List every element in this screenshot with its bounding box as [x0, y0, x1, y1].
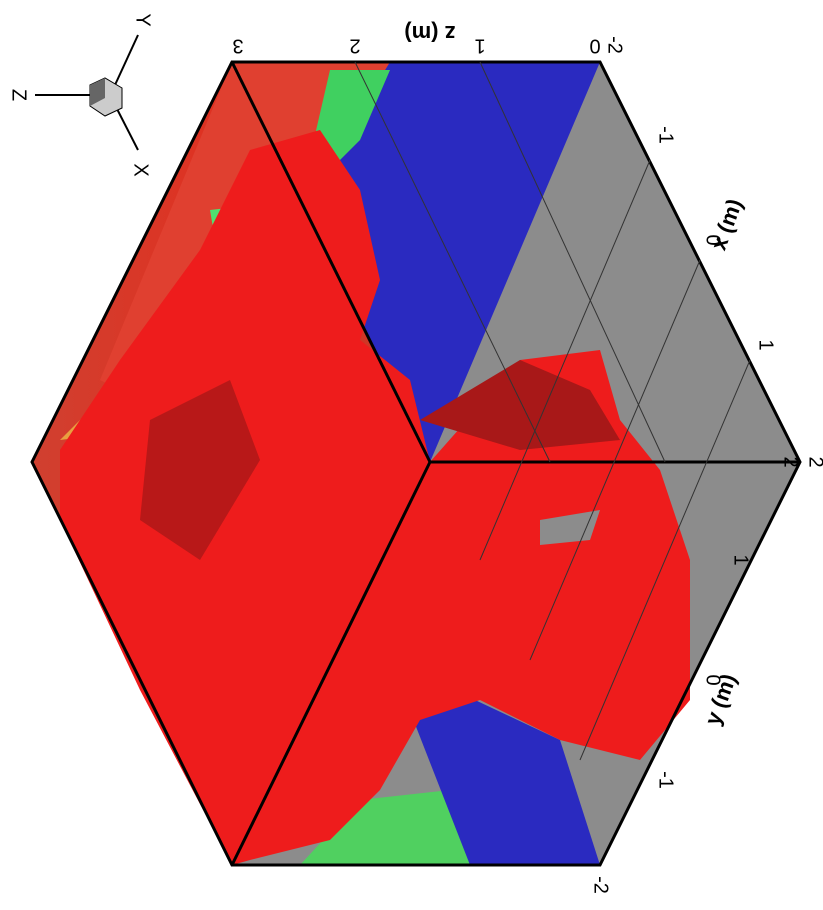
z-tick-label: 1: [474, 35, 485, 57]
x-tick-label: 2: [805, 456, 823, 467]
y-tick-label: -1: [655, 771, 677, 789]
z-tick-label: 3: [232, 35, 243, 57]
x-tick-label: -1: [655, 126, 677, 144]
y-tick-label: -2: [590, 876, 612, 894]
triad-label: X: [130, 163, 152, 176]
triad-label: Y: [132, 13, 154, 26]
triad-axis: [115, 35, 138, 85]
y-tick-label: 1: [730, 554, 752, 565]
y-tick-label: 0: [702, 674, 724, 685]
y-tick-label: 2: [780, 456, 802, 467]
x-tick-label: -2: [604, 36, 626, 54]
triad: X Y Z: [8, 13, 154, 176]
triad-label: Z: [8, 89, 30, 101]
z-tick-label: 0: [589, 35, 600, 57]
triad-axis: [115, 105, 138, 150]
z-axis-title: z (m): [404, 21, 455, 46]
x-tick-label: 0: [702, 234, 724, 245]
figure: X Y Z z (m) x (m) y (m) 3210-2-1012210-1…: [0, 0, 823, 910]
x-tick-label: 1: [755, 339, 777, 350]
page: {"axes": { "z": {"title": "z (m)", "tick…: [0, 0, 823, 910]
z-tick-label: 2: [349, 35, 360, 57]
